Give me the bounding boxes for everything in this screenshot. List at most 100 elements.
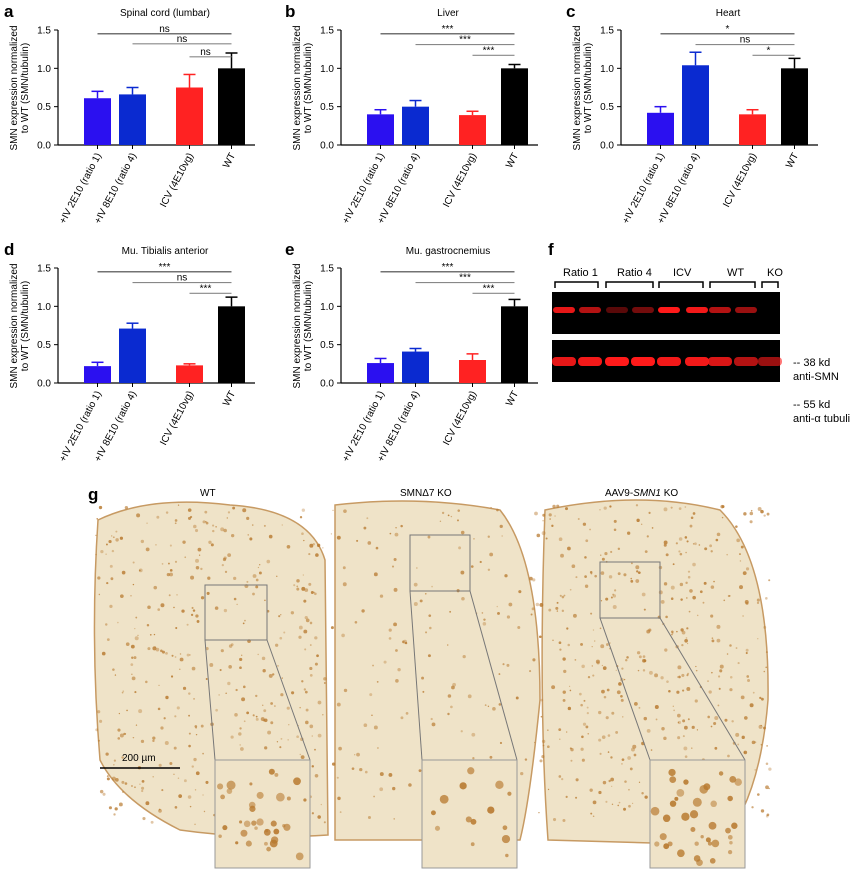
smn-band — [709, 307, 731, 313]
stained-cell — [460, 730, 463, 733]
stained-cell — [569, 747, 572, 750]
stained-cell — [467, 694, 472, 699]
stained-cell — [134, 628, 136, 630]
stained-cell — [241, 654, 243, 656]
stained-cell — [263, 524, 266, 527]
stained-cell — [388, 637, 392, 640]
stained-cell — [768, 579, 771, 582]
stained-cell — [341, 633, 345, 638]
stained-cell — [638, 781, 641, 783]
stained-cell — [309, 621, 313, 625]
stained-cell — [134, 636, 139, 641]
stained-cell — [291, 691, 295, 695]
bar — [781, 68, 808, 145]
stained-cell — [400, 716, 404, 720]
stained-cell — [155, 647, 160, 652]
tubulin-band — [685, 357, 709, 366]
stained-cell — [395, 649, 398, 652]
stained-cell — [750, 509, 753, 512]
y-tick-label: 1.0 — [37, 64, 51, 75]
smn-band — [658, 307, 680, 313]
stained-cell — [188, 744, 191, 748]
stained-cell — [686, 642, 689, 645]
bar — [501, 306, 528, 383]
stained-cell — [268, 673, 273, 678]
stained-cell — [391, 565, 395, 568]
stained-cell — [311, 812, 314, 815]
stained-cell — [542, 744, 545, 747]
stained-cell — [450, 705, 453, 709]
stained-cell — [343, 688, 348, 693]
y-axis-label: SMN expression normalized — [292, 25, 303, 150]
stained-cell — [296, 735, 300, 739]
stained-cell — [699, 590, 703, 594]
stained-cell — [303, 599, 307, 603]
stained-cell — [615, 669, 617, 671]
stained-cell — [692, 595, 696, 600]
y-tick-label: 0.5 — [320, 102, 334, 113]
stained-cell — [547, 788, 550, 791]
stained-cell — [309, 543, 314, 548]
stained-cell — [105, 752, 109, 756]
stained-cell — [663, 507, 668, 512]
stained-cell — [763, 514, 766, 517]
stained-cell — [174, 806, 178, 809]
stained-cell — [205, 521, 207, 523]
stained-cell — [218, 694, 220, 696]
stained-cell — [644, 795, 648, 799]
y-tick-label: 0.5 — [320, 340, 334, 351]
stained-cell — [447, 694, 452, 698]
stained-cell — [499, 741, 503, 745]
y-axis-label: to WT (SMN/tubulin) — [303, 281, 314, 371]
stained-cell — [561, 595, 565, 599]
stained-cell — [131, 656, 134, 659]
stained-cell — [629, 767, 633, 771]
stained-cell — [138, 568, 143, 573]
stained-cell — [636, 518, 640, 522]
stained-cell — [547, 745, 550, 749]
stained-cell — [316, 654, 319, 658]
stained-cell — [520, 771, 524, 776]
stained-cell — [206, 591, 210, 595]
stained-cell — [174, 656, 177, 658]
stained-cell — [614, 589, 617, 592]
stained-cell — [636, 651, 641, 655]
stained-cell — [608, 779, 611, 783]
stained-cell — [532, 578, 536, 582]
stained-cell — [99, 719, 103, 723]
stained-cell — [244, 619, 246, 622]
stained-cell — [121, 691, 124, 694]
stained-cell — [766, 512, 770, 516]
stained-cell — [638, 706, 641, 709]
stained-cell — [581, 758, 585, 762]
stained-cell — [105, 623, 108, 626]
zoom-line — [204, 639, 216, 761]
stained-cell — [685, 637, 688, 639]
stained-cell — [405, 712, 409, 715]
stained-cell — [191, 765, 194, 768]
bar — [647, 112, 674, 145]
inset-cell — [693, 855, 701, 862]
stained-cell — [147, 647, 151, 651]
stained-cell — [552, 504, 556, 509]
stained-cell — [367, 815, 371, 819]
stained-cell — [401, 640, 405, 644]
stained-cell — [641, 791, 644, 795]
stained-cell — [594, 574, 597, 578]
stained-cell — [138, 709, 143, 714]
stained-cell — [173, 746, 177, 750]
stained-cell — [177, 504, 180, 506]
stained-cell — [205, 647, 209, 651]
inset-cell — [690, 827, 696, 833]
stained-cell — [290, 611, 295, 615]
stained-cell — [301, 532, 304, 536]
stained-cell — [187, 508, 192, 512]
stained-cell — [182, 686, 187, 690]
stained-cell — [122, 690, 125, 693]
y-tick-label: 1.0 — [37, 302, 51, 313]
inset-cell — [467, 767, 475, 775]
stained-cell — [709, 544, 713, 548]
inset-cell — [266, 846, 271, 852]
stained-cell — [296, 587, 300, 591]
stained-cell — [308, 582, 312, 586]
